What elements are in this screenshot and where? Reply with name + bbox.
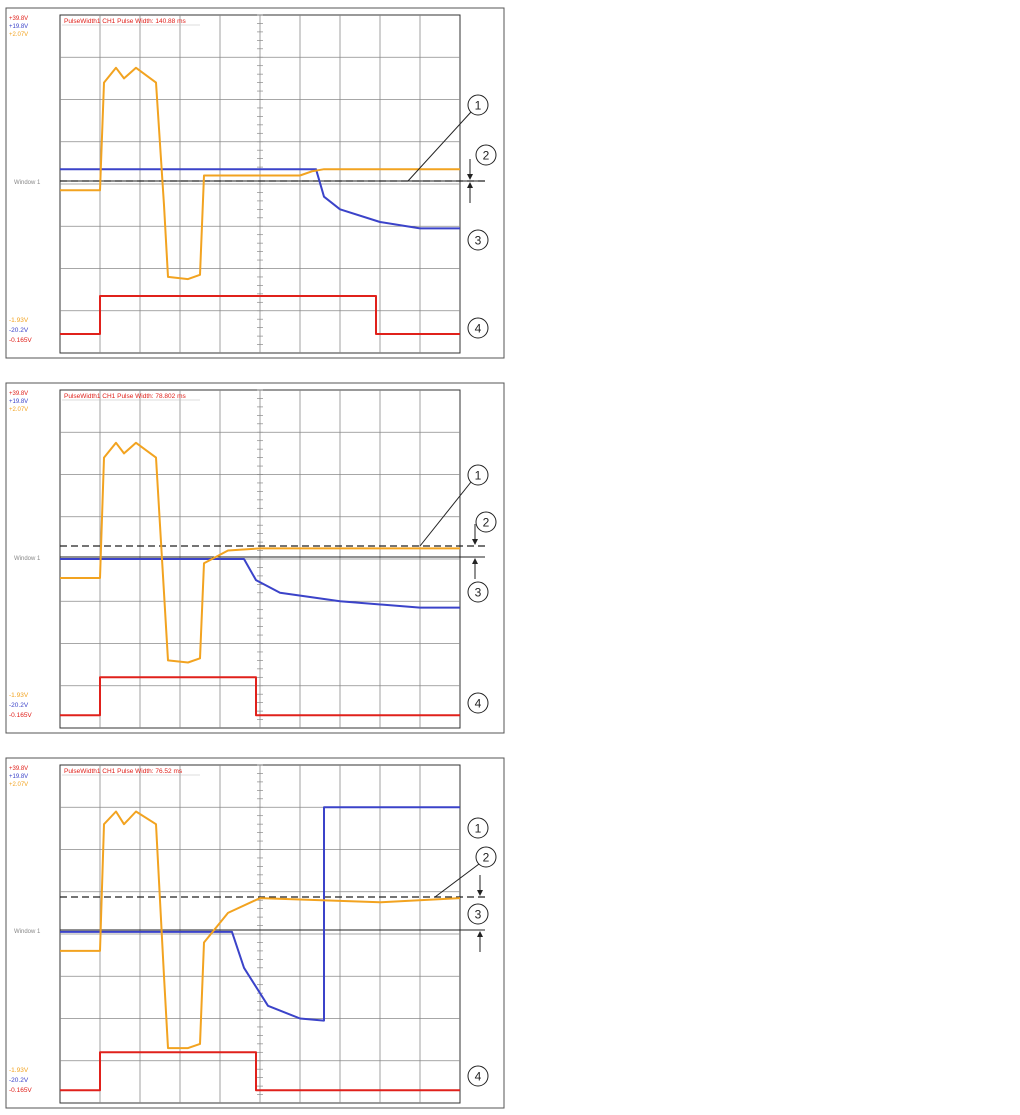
gap-arrowhead-down [477, 890, 483, 896]
scale-label-top: +2.07V [9, 32, 28, 38]
callout-circle [475, 144, 497, 166]
window-label: Window 1 [14, 556, 41, 562]
gap-arrowhead-up [467, 182, 473, 188]
callout-circle [475, 846, 497, 868]
scope-frame [5, 757, 505, 1109]
scale-label-bottom: -1.93V [9, 317, 29, 324]
callout-leader [407, 111, 472, 182]
trace-series-1 [60, 676, 460, 717]
callout-circle [467, 464, 489, 486]
chart-title: PulseWidth1 CH1 Pulse Width: 78.802 ms [64, 393, 186, 400]
window-label: Window 1 [14, 929, 41, 935]
scope-svg-1: PulseWidth1 CH1 Pulse Width: 140.88 ms +3… [5, 7, 505, 359]
gap-arrowhead-up [477, 931, 483, 937]
scale-label-bottom: -1.93V [9, 692, 29, 699]
callout-number: 3 [475, 234, 482, 248]
callout-circle [467, 817, 489, 839]
scale-label-bottom: -20.2V [9, 1077, 29, 1084]
callout-circle [467, 317, 489, 339]
scale-label-top: +2.07V [9, 782, 28, 788]
callout-number: 2 [483, 516, 490, 530]
callout-circle [467, 94, 489, 116]
callout-circle [467, 229, 489, 251]
scale-label-top: +19.8V [9, 399, 28, 405]
callout-circle [467, 581, 489, 603]
scope-panel-1: PulseWidth1 CH1 Pulse Width: 140.88 ms +3… [0, 0, 1020, 365]
callout-number: 1 [475, 99, 482, 113]
callout-leader [434, 863, 480, 898]
callout-number: 4 [475, 322, 482, 336]
trace-series-1 [60, 295, 460, 335]
window-label: Window 1 [14, 180, 41, 186]
callout-number: 3 [475, 586, 482, 600]
callout-leader [419, 481, 472, 547]
scale-label-bottom: -0.165V [9, 337, 32, 344]
scope-svg-3: PulseWidth1 CH1 Pulse Width: 76.52 ms +39… [5, 757, 505, 1109]
callout-circle [467, 692, 489, 714]
trace-series-3 [60, 66, 460, 281]
scale-label-bottom: -0.165V [9, 1087, 32, 1094]
scale-label-bottom: -0.165V [9, 712, 32, 719]
gap-arrowhead-up [472, 558, 478, 564]
trace-series-2 [60, 806, 460, 1022]
callout-number: 2 [483, 851, 490, 865]
scale-label-top: +39.8V [9, 391, 28, 397]
gap-arrowhead-down [467, 174, 473, 180]
trace-series-3 [60, 810, 461, 1050]
gap-arrowhead-down [472, 539, 478, 545]
scope-panel-2: PulseWidth1 CH1 Pulse Width: 78.802 ms +3… [0, 375, 1020, 740]
callout-circle [467, 903, 489, 925]
callout-number: 4 [475, 697, 482, 711]
scale-label-top: +39.8V [9, 16, 28, 22]
chart-title: PulseWidth1 CH1 Pulse Width: 140.88 ms [64, 18, 186, 25]
callout-number: 1 [475, 822, 482, 836]
scale-label-top: +2.07V [9, 407, 28, 413]
scope-svg-2: PulseWidth1 CH1 Pulse Width: 78.802 ms +3… [5, 382, 505, 734]
scale-label-top: +39.8V [9, 766, 28, 772]
trace-series-2 [60, 558, 460, 609]
callout-number: 1 [475, 469, 482, 483]
trace-series-1 [60, 1051, 460, 1092]
scale-label-bottom: -20.2V [9, 702, 29, 709]
scale-label-top: +19.8V [9, 774, 28, 780]
scale-label-top: +19.8V [9, 24, 28, 30]
callout-circle [467, 1065, 489, 1087]
callout-number: 2 [483, 149, 490, 163]
callout-number: 3 [475, 908, 482, 922]
scope-frame [5, 7, 505, 359]
trace-series-3 [60, 441, 460, 664]
scale-label-bottom: -1.93V [9, 1067, 29, 1074]
chart-title: PulseWidth1 CH1 Pulse Width: 76.52 ms [64, 768, 183, 775]
callout-circle [475, 511, 497, 533]
scope-panel-3: PulseWidth1 CH1 Pulse Width: 76.52 ms +39… [0, 750, 1020, 1115]
callout-number: 4 [475, 1070, 482, 1084]
scale-label-bottom: -20.2V [9, 327, 29, 334]
trace-series-2 [60, 168, 460, 230]
